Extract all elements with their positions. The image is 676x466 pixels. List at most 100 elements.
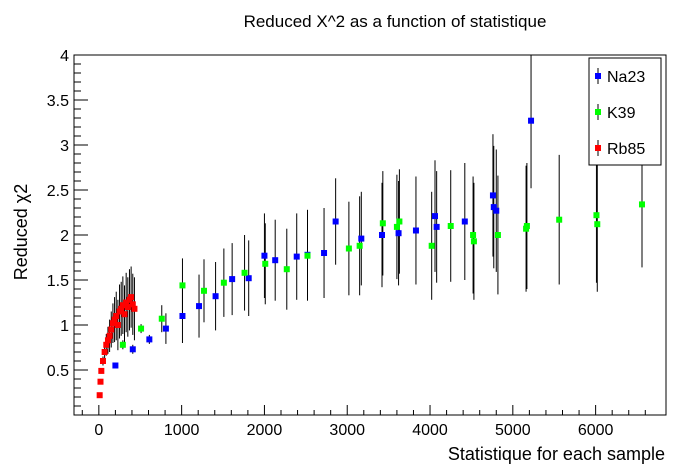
data-point-rb85 bbox=[129, 301, 136, 308]
data-point-rb85 bbox=[114, 322, 121, 328]
data-point-k39 bbox=[470, 238, 477, 245]
data-point-na23 bbox=[358, 235, 365, 242]
data-point-rb85 bbox=[108, 326, 115, 333]
data-point-k39 bbox=[638, 201, 645, 208]
x-tick-label: 5000 bbox=[495, 422, 531, 439]
legend-label-na23: Na23 bbox=[607, 69, 645, 86]
x-tick-label: 0 bbox=[94, 422, 103, 439]
data-point-k39 bbox=[138, 325, 145, 332]
x-axis-title: Statistique for each sample bbox=[448, 444, 665, 464]
data-point-na23 bbox=[272, 257, 279, 264]
y-tick-label: 2 bbox=[60, 228, 69, 245]
data-point-na23 bbox=[129, 346, 136, 353]
data-point-na23 bbox=[489, 192, 496, 199]
data-point-k39 bbox=[494, 232, 501, 238]
data-point-k39 bbox=[594, 221, 601, 228]
data-point-na23 bbox=[490, 204, 497, 211]
data-point-na23 bbox=[162, 325, 169, 332]
data-point-na23 bbox=[493, 207, 500, 214]
data-point-na23 bbox=[461, 218, 468, 225]
legend: Na23 K39 Rb85 bbox=[588, 57, 662, 166]
data-point-rb85 bbox=[101, 349, 108, 355]
x-tick-label: 4000 bbox=[412, 422, 448, 439]
data-point-k39 bbox=[556, 216, 563, 223]
data-point-k39 bbox=[593, 212, 600, 219]
y-tick-label: 2.5 bbox=[47, 183, 69, 200]
data-point-na23 bbox=[433, 223, 440, 230]
legend-marker-rb85 bbox=[595, 145, 601, 151]
data-point-na23 bbox=[528, 117, 535, 124]
data-point-na23 bbox=[412, 227, 419, 234]
data-point-k39 bbox=[379, 220, 386, 227]
data-point-na23 bbox=[261, 252, 268, 259]
data-point-rb85 bbox=[97, 378, 104, 385]
y-tick-label: 3 bbox=[60, 138, 69, 155]
data-point-rb85 bbox=[109, 320, 116, 327]
y-axis: 0.5 1 1.5 2 2.5 3 3.5 4 bbox=[47, 48, 88, 407]
legend-label-k39: K39 bbox=[607, 105, 636, 122]
data-point-k39 bbox=[345, 245, 352, 252]
data-point-k39 bbox=[396, 218, 403, 225]
data-point-rb85 bbox=[131, 305, 138, 312]
y-tick-label: 3.5 bbox=[47, 93, 69, 110]
data-point-rb85 bbox=[96, 392, 103, 399]
data-point-rb85 bbox=[113, 313, 120, 319]
y-axis-title: Reduced χ2 bbox=[11, 184, 31, 281]
data-point-rb85 bbox=[118, 305, 125, 312]
data-point-rb85 bbox=[99, 358, 106, 364]
legend-marker-na23 bbox=[595, 73, 601, 79]
x-tick-label: 6000 bbox=[578, 422, 614, 439]
data-point-rb85 bbox=[111, 316, 118, 323]
y-tick-label: 1 bbox=[60, 318, 69, 335]
data-point-k39 bbox=[158, 315, 165, 322]
x-axis: 0 1000 2000 3000 4000 5000 6000 bbox=[81, 405, 646, 439]
y-tick-label: 0.5 bbox=[47, 363, 69, 380]
data-point-na23 bbox=[229, 276, 236, 283]
data-point-k39 bbox=[241, 269, 248, 276]
data-point-rb85 bbox=[121, 311, 128, 318]
data-point-rb85 bbox=[103, 341, 110, 348]
data-point-k39 bbox=[356, 242, 363, 249]
data-point-rb85 bbox=[123, 299, 130, 306]
data-point-na23 bbox=[212, 293, 219, 300]
data-point-na23 bbox=[146, 336, 153, 343]
data-point-k39 bbox=[470, 232, 477, 238]
data-point-na23 bbox=[431, 213, 438, 220]
x-tick-label: 1000 bbox=[164, 422, 200, 439]
data-point-na23 bbox=[293, 253, 300, 260]
data-point-na23 bbox=[395, 230, 402, 237]
data-point-rb85 bbox=[119, 302, 126, 309]
y-tick-label: 1.5 bbox=[47, 273, 69, 290]
data-point-k39 bbox=[283, 266, 290, 273]
data-marks bbox=[96, 55, 645, 399]
data-point-k39 bbox=[304, 252, 311, 259]
data-point-k39 bbox=[393, 223, 400, 230]
data-point-na23 bbox=[196, 303, 203, 310]
data-point-k39 bbox=[523, 223, 530, 229]
data-point-na23 bbox=[379, 232, 386, 238]
data-point-k39 bbox=[262, 260, 269, 267]
plot-frame bbox=[73, 54, 667, 416]
data-point-rb85 bbox=[128, 294, 135, 301]
data-point-k39 bbox=[428, 242, 435, 249]
data-point-na23 bbox=[332, 218, 339, 225]
chart-title: Reduced X^2 as a function of statistique bbox=[244, 12, 547, 31]
data-point-rb85 bbox=[104, 337, 111, 344]
data-point-rb85 bbox=[98, 367, 105, 374]
data-point-na23 bbox=[112, 362, 119, 369]
legend-marker-k39 bbox=[595, 109, 601, 115]
legend-label-rb85: Rb85 bbox=[607, 141, 645, 158]
data-point-rb85 bbox=[106, 332, 113, 339]
data-point-na23 bbox=[179, 313, 186, 319]
data-point-k39 bbox=[179, 282, 186, 289]
x-tick-label: 2000 bbox=[247, 422, 283, 439]
x-tick-label: 3000 bbox=[329, 422, 365, 439]
y-tick-label: 4 bbox=[60, 48, 69, 65]
data-point-na23 bbox=[321, 250, 328, 256]
data-point-k39 bbox=[200, 287, 207, 294]
data-point-na23 bbox=[245, 275, 252, 282]
data-point-k39 bbox=[119, 341, 126, 348]
data-point-rb85 bbox=[124, 304, 131, 310]
data-point-k39 bbox=[447, 223, 454, 229]
